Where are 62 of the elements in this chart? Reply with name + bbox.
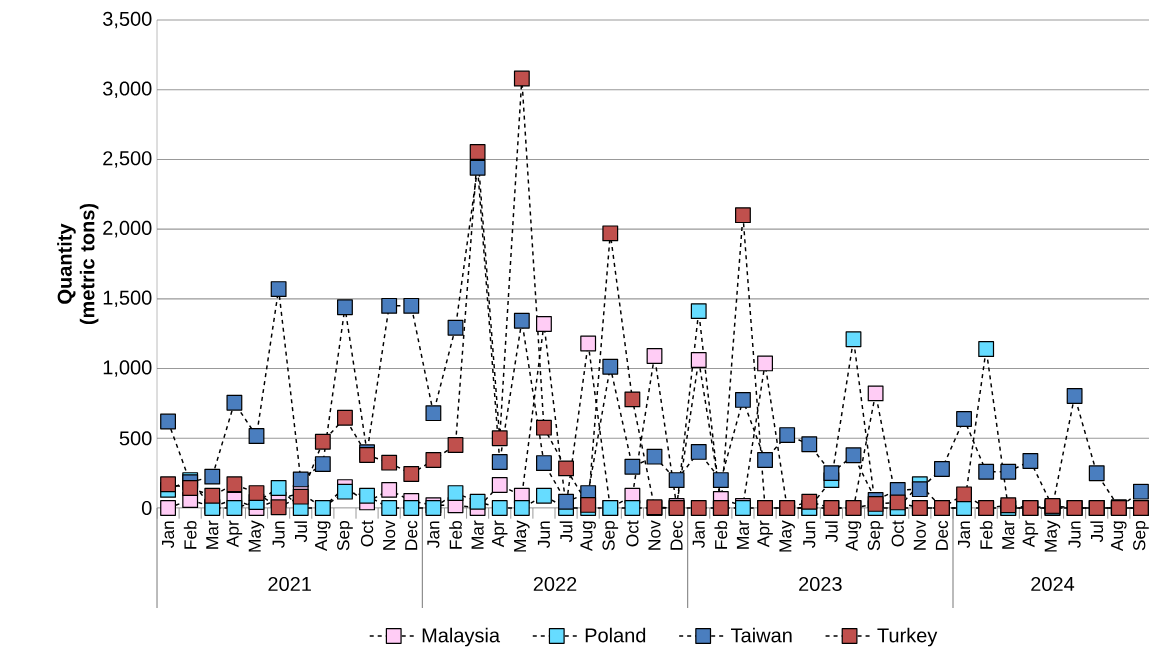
y-tick-label: 0 <box>141 500 152 516</box>
x-tick-label: Apr <box>491 520 508 548</box>
x-tick-label: Jan <box>692 521 705 548</box>
x-tick-label: Jun <box>803 521 816 548</box>
x-tick-label: Sep <box>1133 520 1149 551</box>
x-tick-label: Mar <box>471 520 484 549</box>
x-tick-label: Dec <box>405 520 418 550</box>
x-tick-label: Jul <box>294 521 308 543</box>
x-tick-label: Sep <box>337 520 353 551</box>
x-tick-label: Aug <box>1111 521 1127 552</box>
y-tick-label: 3,500 <box>103 11 152 29</box>
x-tick-label: Mar <box>206 520 219 549</box>
text: 2024 <box>1031 576 1075 592</box>
y-axis-title: Quantity (metric tons) <box>57 203 99 325</box>
x-tick-label: Jan <box>958 521 971 548</box>
x-tick-label: May <box>248 520 265 552</box>
text: 2022 <box>533 576 577 592</box>
x-tick-label: Jun <box>1068 521 1081 548</box>
x-tick-label: Jan <box>427 521 440 548</box>
x-tick-label: Aug <box>315 521 331 552</box>
legend-label: Malaysia <box>422 627 501 647</box>
x-tick-label: Jun <box>537 521 550 548</box>
x-tick-label: Mar <box>1002 520 1015 549</box>
x-tick-label: Aug <box>845 521 862 552</box>
y-tick-label: 1,000 <box>103 360 152 377</box>
x-tick-label: Apr <box>1022 520 1039 548</box>
x-tick-label: Oct <box>626 520 639 547</box>
x-tick-label: Sep <box>602 520 619 551</box>
x-tick-label: Jul <box>1090 521 1104 543</box>
text: 2021 <box>268 576 311 592</box>
x-tick-label: Mar <box>736 520 749 549</box>
x-tick-label: Nov <box>913 520 926 550</box>
x-tick-label: Jan <box>162 521 175 548</box>
x-tick-label: Dec <box>670 520 683 550</box>
legend-label: Taiwan <box>731 627 792 643</box>
x-tick-label: Oct <box>360 520 374 547</box>
x-tick-label: May <box>779 520 795 552</box>
x-tick-label: Feb <box>449 520 462 549</box>
x-tick-label: Nov <box>383 520 396 550</box>
x-tick-label: Jun <box>272 521 285 548</box>
x-tick-label: Feb <box>183 520 197 549</box>
x-tick-label: Feb <box>979 520 993 549</box>
y-tick-label: 1,500 <box>103 290 152 308</box>
x-tick-label: Feb <box>714 520 728 549</box>
legend-label: Turkey <box>877 627 938 647</box>
legend-label: Poland <box>585 627 646 643</box>
y-tick-label: 2,500 <box>103 151 152 168</box>
x-tick-label: Sep <box>867 520 884 551</box>
x-tick-label: Dec <box>935 520 948 550</box>
y-tick-label: 500 <box>119 431 152 446</box>
x-tick-label: May <box>1044 520 1061 552</box>
y-tick-label: 3,000 <box>103 81 152 98</box>
x-tick-label: Aug <box>580 521 596 552</box>
x-tick-label: Oct <box>891 520 904 547</box>
x-tick-label: Nov <box>648 520 661 550</box>
text: 2023 <box>799 576 842 592</box>
x-tick-label: Jul <box>825 521 838 543</box>
x-tick-label: Apr <box>226 520 243 548</box>
x-tick-label: Apr <box>757 520 773 548</box>
x-tick-label: Jul <box>559 521 573 543</box>
y-tick-label: 2,000 <box>103 220 152 238</box>
x-tick-label: May <box>514 520 530 552</box>
